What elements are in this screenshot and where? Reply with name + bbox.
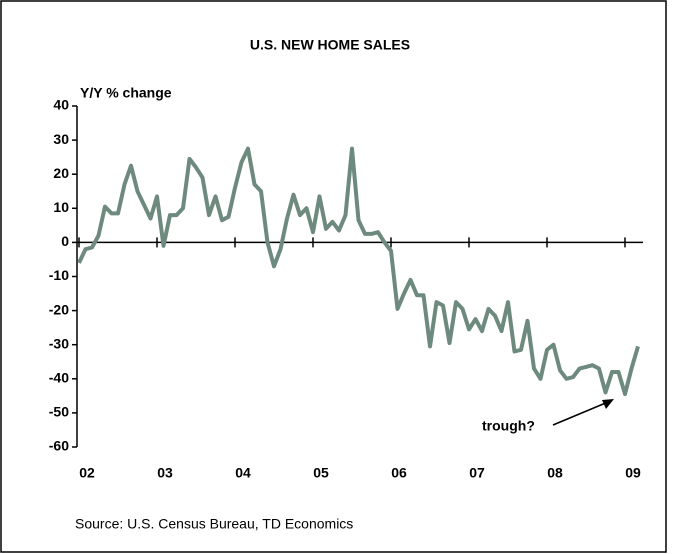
chart-title: U.S. NEW HOME SALES <box>250 37 410 53</box>
line <box>77 146 640 397</box>
y-tick-label: 40 <box>53 97 69 113</box>
annotation-arrow <box>552 401 609 426</box>
y-tick-label: 0 <box>61 233 69 249</box>
x-tick-label: 09 <box>625 465 641 481</box>
y-tick-label: -50 <box>49 404 69 420</box>
x-tick-label: 05 <box>313 465 329 481</box>
y-tick-label: -30 <box>49 335 69 351</box>
y-tick-label: 10 <box>53 199 69 215</box>
y-tick-label: -60 <box>49 438 69 454</box>
annotation: trough? <box>482 418 535 434</box>
y-tick-label: -20 <box>49 301 69 317</box>
x-tick-label: 06 <box>391 465 407 481</box>
x-tick-label: 04 <box>235 465 251 481</box>
y-tick-label: 30 <box>53 131 69 147</box>
y-axis-label: Y/Y % change <box>80 85 172 101</box>
x-tick-label: 02 <box>79 465 95 481</box>
y-tick-label: -10 <box>49 267 69 283</box>
y-tick-label: -40 <box>49 370 69 386</box>
x-tick-label: 03 <box>157 465 173 481</box>
arrow-head <box>602 399 614 409</box>
x-tick-label: 07 <box>469 465 485 481</box>
source: Source: U.S. Census Bureau, TD Economics <box>75 516 353 532</box>
x-tick-label: 08 <box>547 465 563 481</box>
y-tick-label: 20 <box>53 165 69 181</box>
